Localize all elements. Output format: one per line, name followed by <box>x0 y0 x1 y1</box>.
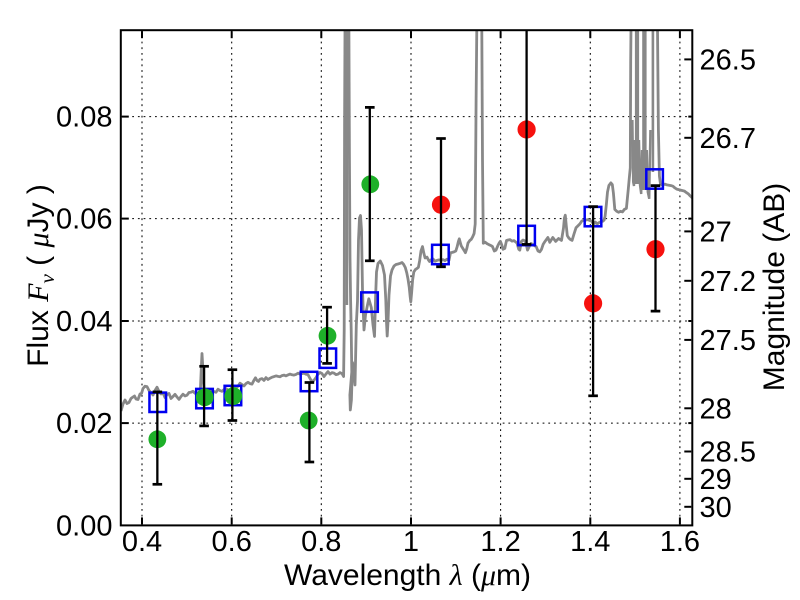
svg-text:0.6: 0.6 <box>212 526 252 558</box>
svg-text:Wavelength λ (μm): Wavelength λ (μm) <box>284 559 531 592</box>
svg-text:28.5: 28.5 <box>700 437 756 469</box>
svg-text:0.8: 0.8 <box>301 526 341 558</box>
svg-text:26.5: 26.5 <box>700 44 756 76</box>
svg-text:0.02: 0.02 <box>56 408 112 440</box>
svg-text:30: 30 <box>700 492 732 524</box>
svg-text:0.06: 0.06 <box>56 204 112 236</box>
svg-text:0.04: 0.04 <box>56 306 112 338</box>
svg-text:28: 28 <box>700 393 732 425</box>
svg-text:27.5: 27.5 <box>700 325 756 357</box>
svg-text:1.4: 1.4 <box>570 526 610 558</box>
svg-text:1.6: 1.6 <box>660 526 700 558</box>
svg-text:Magnitude (AB): Magnitude (AB) <box>758 183 791 391</box>
svg-text:26.7: 26.7 <box>700 123 756 155</box>
svg-text:27.2: 27.2 <box>700 266 756 298</box>
svg-text:0.08: 0.08 <box>56 102 112 134</box>
svg-text:1: 1 <box>403 526 419 558</box>
svg-text:0.4: 0.4 <box>122 526 162 558</box>
svg-text:1.2: 1.2 <box>480 526 520 558</box>
svg-text:0.00: 0.00 <box>56 510 112 542</box>
svg-text:29: 29 <box>700 464 732 496</box>
svg-text:27: 27 <box>700 216 732 248</box>
